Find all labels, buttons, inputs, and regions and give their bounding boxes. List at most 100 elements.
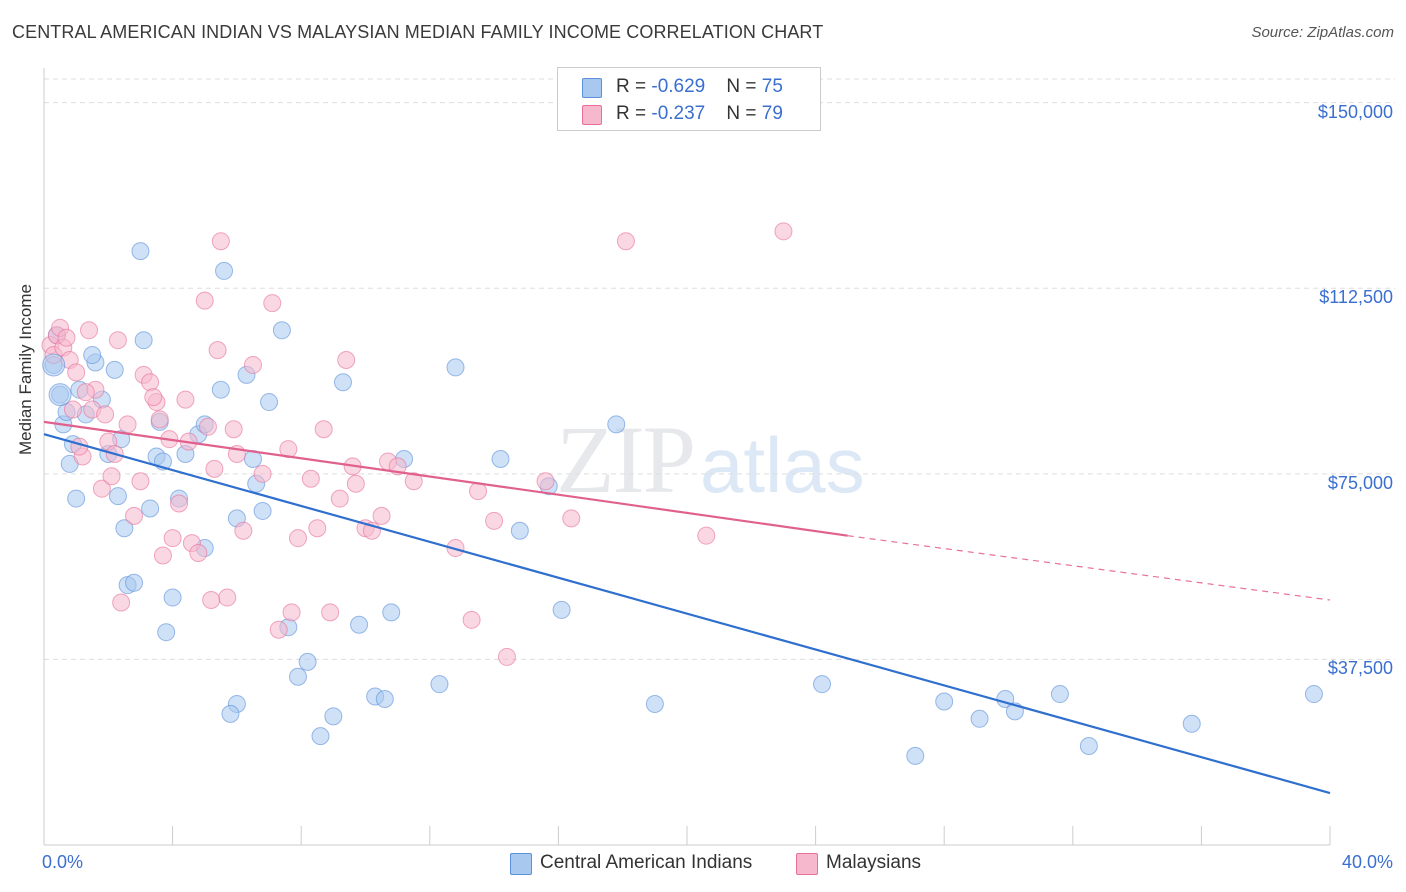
data-point-central-american: [42, 353, 66, 377]
data-point-malaysian: [108, 331, 127, 350]
data-point-central-american: [125, 573, 144, 592]
y-tick-label: $37,500: [1327, 658, 1393, 679]
data-point-malaysian: [141, 373, 160, 392]
trend-line-malaysian: [43, 420, 848, 537]
watermark-atlas: atlas: [700, 421, 865, 509]
data-point-malaysian: [153, 546, 172, 565]
stats-swatch-central-american: [582, 78, 602, 98]
data-point-central-american: [260, 393, 279, 412]
data-point-central-american: [211, 380, 230, 399]
data-point-central-american: [298, 652, 317, 671]
data-point-malaysian: [346, 474, 365, 493]
data-point-malaysian: [288, 529, 307, 548]
data-point-central-american: [115, 519, 134, 538]
data-point-malaysian: [224, 420, 243, 439]
data-point-central-american: [552, 600, 571, 619]
data-point-central-american: [970, 709, 989, 728]
data-point-central-american: [607, 415, 626, 434]
data-point-malaysian: [144, 388, 163, 407]
data-point-central-american: [67, 489, 86, 508]
stats-swatch-malaysian: [582, 105, 602, 125]
data-point-malaysian: [301, 469, 320, 488]
data-point-central-american: [935, 692, 954, 711]
data-point-malaysian: [269, 620, 288, 639]
data-point-malaysian: [96, 405, 115, 424]
r-value: -0.629: [651, 76, 706, 97]
data-point-central-american: [324, 707, 343, 726]
y-axis-label: Median Family Income: [16, 283, 35, 455]
r-label: R =: [616, 76, 652, 97]
data-point-central-american: [272, 321, 291, 340]
data-point-malaysian: [63, 400, 82, 419]
data-point-central-american: [83, 346, 102, 365]
data-point-central-american: [645, 694, 664, 713]
data-point-malaysian: [372, 506, 391, 525]
y-tick-label: $75,000: [1327, 472, 1393, 493]
n-label: N =: [726, 76, 762, 97]
data-point-malaysian: [536, 472, 555, 491]
data-point-central-american: [215, 261, 234, 280]
data-point-central-american: [141, 499, 160, 518]
y-tick-label: $150,000: [1317, 101, 1393, 122]
data-point-malaysian: [198, 417, 217, 436]
data-point-malaysian: [102, 467, 121, 486]
r-label: R =: [616, 103, 652, 124]
data-point-central-american: [510, 521, 529, 540]
data-point-malaysian: [282, 603, 301, 622]
legend-label: Central American Indians: [540, 852, 753, 873]
watermark: ZIPatlas: [556, 404, 865, 515]
data-point-central-american: [333, 373, 352, 392]
data-point-malaysian: [208, 341, 227, 360]
n-label: N =: [726, 103, 762, 124]
data-point-malaysian: [404, 472, 423, 491]
data-point-central-american: [131, 242, 150, 261]
data-point-malaysian: [330, 489, 349, 508]
data-point-malaysian: [67, 363, 86, 382]
r-value: -0.237: [651, 103, 706, 124]
data-point-malaysian: [92, 479, 111, 498]
data-point-central-american: [108, 487, 127, 506]
legend-swatch-central-american: [510, 853, 532, 875]
data-point-central-american: [105, 360, 124, 379]
data-point-malaysian: [150, 410, 169, 429]
data-point-central-american: [350, 615, 369, 634]
data-point-central-american: [1079, 737, 1098, 756]
data-point-central-american: [375, 690, 394, 709]
data-point-central-american: [1050, 685, 1069, 704]
data-point-central-american: [446, 358, 465, 377]
data-point-malaysian: [125, 506, 144, 525]
data-point-malaysian: [321, 603, 340, 622]
data-point-central-american: [134, 331, 153, 350]
data-point-malaysian: [57, 328, 76, 347]
x-tick-label-max: 40.0%: [1341, 852, 1393, 872]
data-point-malaysian: [562, 509, 581, 528]
data-point-malaysian: [308, 519, 327, 538]
y-tick-label: $112,500: [1319, 287, 1393, 308]
data-point-malaysian: [279, 440, 298, 459]
watermark-zip: ZIP: [556, 406, 696, 513]
legend-swatch-malaysian: [796, 853, 818, 875]
data-point-malaysian: [112, 593, 131, 612]
data-point-central-american: [48, 383, 72, 407]
data-point-malaysian: [211, 232, 230, 251]
data-point-malaysian: [314, 420, 333, 439]
stats-legend: R = -0.629 N = 75 R = -0.237 N = 79: [557, 67, 821, 131]
data-point-malaysian: [462, 610, 481, 629]
data-point-malaysian: [337, 350, 356, 369]
n-value: 79: [761, 103, 783, 124]
data-point-malaysian: [253, 464, 272, 483]
data-point-central-american: [288, 667, 307, 686]
data-point-malaysian: [616, 232, 635, 251]
legend-label: Malaysians: [826, 852, 922, 873]
data-point-central-american: [163, 588, 182, 607]
chart-title: CENTRAL AMERICAN INDIAN VS MALAYSIAN MED…: [12, 22, 824, 42]
trend-line-malaysian-extension: [847, 535, 1331, 601]
data-point-malaysian: [243, 355, 262, 374]
data-point-central-american: [813, 675, 832, 694]
data-point-malaysian: [697, 526, 716, 545]
data-point-malaysian: [131, 472, 150, 491]
data-point-malaysian: [485, 511, 504, 530]
data-point-malaysian: [76, 383, 95, 402]
data-point-central-american: [491, 449, 510, 468]
